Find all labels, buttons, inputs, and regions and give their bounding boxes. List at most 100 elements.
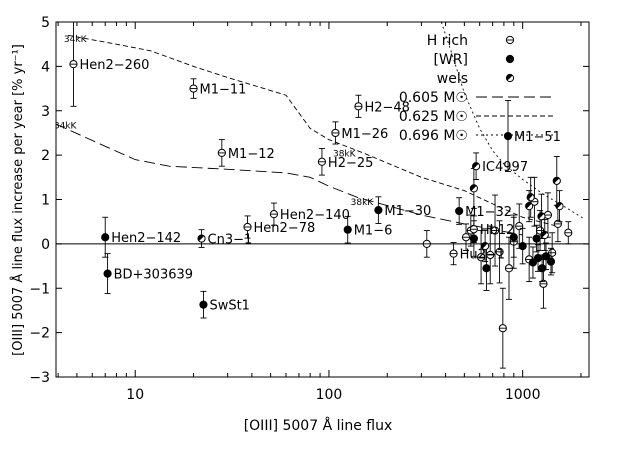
point-label: Hen2−260 <box>79 58 149 73</box>
point-label: M1−26 <box>341 127 388 142</box>
model-curves: 34kK 34kK 38kK 38kK <box>54 22 586 236</box>
data-point <box>449 249 458 258</box>
data-point <box>243 222 252 232</box>
data-point <box>189 84 198 93</box>
point-label: Hu2−1 <box>460 248 505 263</box>
temperature-annotation: 34kK <box>54 122 78 132</box>
data-point <box>69 60 78 69</box>
data-point <box>331 128 340 138</box>
data-point <box>564 228 573 237</box>
data-point <box>354 102 363 111</box>
data-point <box>518 241 527 251</box>
data-point <box>541 252 551 261</box>
data-point <box>533 253 543 263</box>
legend-label: 0.605 M☉ <box>399 90 468 106</box>
point-label: H2−25 <box>328 156 373 171</box>
data-point <box>197 234 206 243</box>
data-point <box>490 226 500 235</box>
point-label: M1−51 <box>514 130 561 145</box>
point-label: M1−32 <box>465 205 512 220</box>
data-point <box>472 162 481 171</box>
model-curve <box>56 123 523 236</box>
point-label: Cn3−1 <box>208 233 253 248</box>
point-label: BD+303639 <box>114 268 193 283</box>
legend-label: wels <box>437 71 468 87</box>
data-point <box>503 131 513 141</box>
legend: H rich [WR] wels 0.605 M☉ 0.625 M☉ 0.696 M☉ <box>399 33 556 144</box>
data-point <box>269 210 279 219</box>
legend-label: [WR] <box>434 52 469 68</box>
y-axis-label: [OIII] 5007 Å line flux increase per yea… <box>10 44 26 356</box>
data-points <box>69 21 573 369</box>
data-point <box>546 257 556 266</box>
y-tick-label: 4 <box>41 59 50 75</box>
legend-marker <box>505 54 515 64</box>
temperature-annotation: 34kK <box>64 35 88 45</box>
point-label: Hen2−142 <box>111 231 181 246</box>
y-tick-label: 0 <box>41 237 50 253</box>
data-point <box>469 184 478 193</box>
data-point <box>528 258 538 267</box>
y-tick-label: −1 <box>29 281 50 297</box>
data-point <box>317 157 327 166</box>
data-point <box>482 264 491 273</box>
point-label: M1−30 <box>384 204 431 219</box>
data-point <box>469 225 478 234</box>
x-tick-label: 1000 <box>505 387 541 403</box>
y-tick-label: 1 <box>41 193 50 209</box>
x-axis-label: [OIII] 5007 Å line flux <box>244 417 393 434</box>
data-point <box>555 202 564 211</box>
data-point <box>103 269 112 278</box>
legend-label: 0.696 M☉ <box>399 128 468 144</box>
model-curve <box>67 34 557 227</box>
model-curve <box>440 22 586 220</box>
x-tick-label: 10 <box>126 387 144 403</box>
x-tick-label: 100 <box>316 387 343 403</box>
data-point <box>543 210 553 220</box>
point-label: M1−12 <box>228 147 275 162</box>
data-point <box>422 239 431 248</box>
point-label: SwSt1 <box>209 299 250 314</box>
legend-marker <box>505 73 515 83</box>
data-point <box>525 202 534 211</box>
data-point <box>481 241 490 251</box>
data-point <box>343 225 352 234</box>
y-tick-label: −2 <box>29 326 50 342</box>
y-tick-label: 5 <box>41 15 50 31</box>
data-point <box>461 233 471 242</box>
point-label: M1−11 <box>200 83 247 98</box>
point-label: Hen2−140 <box>280 208 350 223</box>
data-point <box>495 247 504 256</box>
data-point <box>101 233 110 242</box>
data-point <box>526 193 535 202</box>
point-label: M1−6 <box>354 224 393 239</box>
point-label: IC4997 <box>482 160 528 175</box>
data-point <box>552 176 561 185</box>
data-point <box>515 222 524 231</box>
legend-label: H rich <box>427 33 468 49</box>
point-label: Hb12 <box>480 223 515 238</box>
data-point <box>374 206 383 215</box>
temperature-annotation: 38kK <box>351 198 375 208</box>
data-point <box>199 300 208 309</box>
data-point <box>455 206 464 216</box>
data-point <box>537 212 546 221</box>
data-point <box>548 248 557 257</box>
y-tick-label: 3 <box>41 104 50 120</box>
y-tick-label: −3 <box>29 370 50 386</box>
temperature-annotation: 38kK <box>333 149 357 159</box>
data-point <box>498 324 507 333</box>
data-point <box>538 264 547 273</box>
y-tick-label: 2 <box>41 148 50 164</box>
point-labels: Hen2−260 M1−11 M1−12 H2−48 M1−26 H2−25 M1−51 IC… <box>79 58 560 314</box>
point-label: H2−48 <box>364 100 409 115</box>
axes: −3 −2 −1 0 1 2 3 4 5 10 100 1000 <box>29 15 590 403</box>
data-point <box>540 230 549 240</box>
legend-label: 0.625 M☉ <box>399 109 468 125</box>
legend-marker <box>505 35 515 45</box>
data-point <box>509 233 518 242</box>
point-label: Hen2−78 <box>254 221 316 236</box>
data-point <box>217 148 226 158</box>
